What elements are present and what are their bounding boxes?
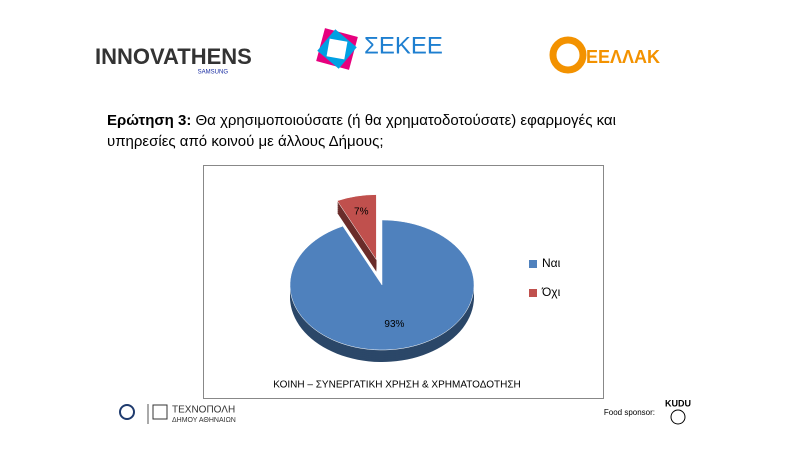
question-label: Ερώτηση 3: <box>107 112 192 129</box>
logo-sekee: ΣΕΚΕΕ <box>364 32 443 59</box>
pie-slice <box>289 219 475 351</box>
question-text: Θα χρησιμοποιούσατε (ή θα χρηματοδοτούσα… <box>107 112 616 150</box>
footer-technopoli: ΤΕΧΝΟΠΟΛΗ <box>172 405 235 416</box>
plot: 93% 7% Ναι Όχι <box>289 194 561 363</box>
legend-label: Όχι <box>541 285 561 299</box>
sponsor-label: Food sponsor: <box>604 408 655 417</box>
logo-innovathens: INNOVATHENS <box>95 44 252 69</box>
data-label: 93% <box>384 319 404 330</box>
logo-samsung: SAMSUNG <box>198 70 229 76</box>
logo-eellak: ΕΕΛΛΑΚ <box>586 47 660 67</box>
footer-icon <box>152 404 168 420</box>
sponsor-emblem <box>670 409 686 425</box>
sponsor-logo: KUDU <box>665 398 691 408</box>
footer-emblem <box>119 404 135 420</box>
footer-dimos: ΔΗΜΟΥ ΑΘΗΝΑΙΩΝ <box>172 417 236 424</box>
legend-label: Ναι <box>542 256 561 270</box>
chart-caption: ΚΟΙΝΗ – ΣΥΝΕΡΓΑΤΙΚΗ ΧΡΗΣΗ & ΧΡΗΜΑΤΟΔΟΤΗΣ… <box>273 380 520 391</box>
logo-sekee-icon <box>316 28 358 70</box>
legend-swatch <box>529 260 537 268</box>
legend-swatch <box>529 289 537 297</box>
data-label: 7% <box>354 207 369 218</box>
question: Ερώτηση 3: Θα χρησιμοποιούσατε (ή θα χρη… <box>107 110 687 152</box>
logo-eellak-icon <box>549 36 587 74</box>
pie-slice <box>336 194 377 261</box>
